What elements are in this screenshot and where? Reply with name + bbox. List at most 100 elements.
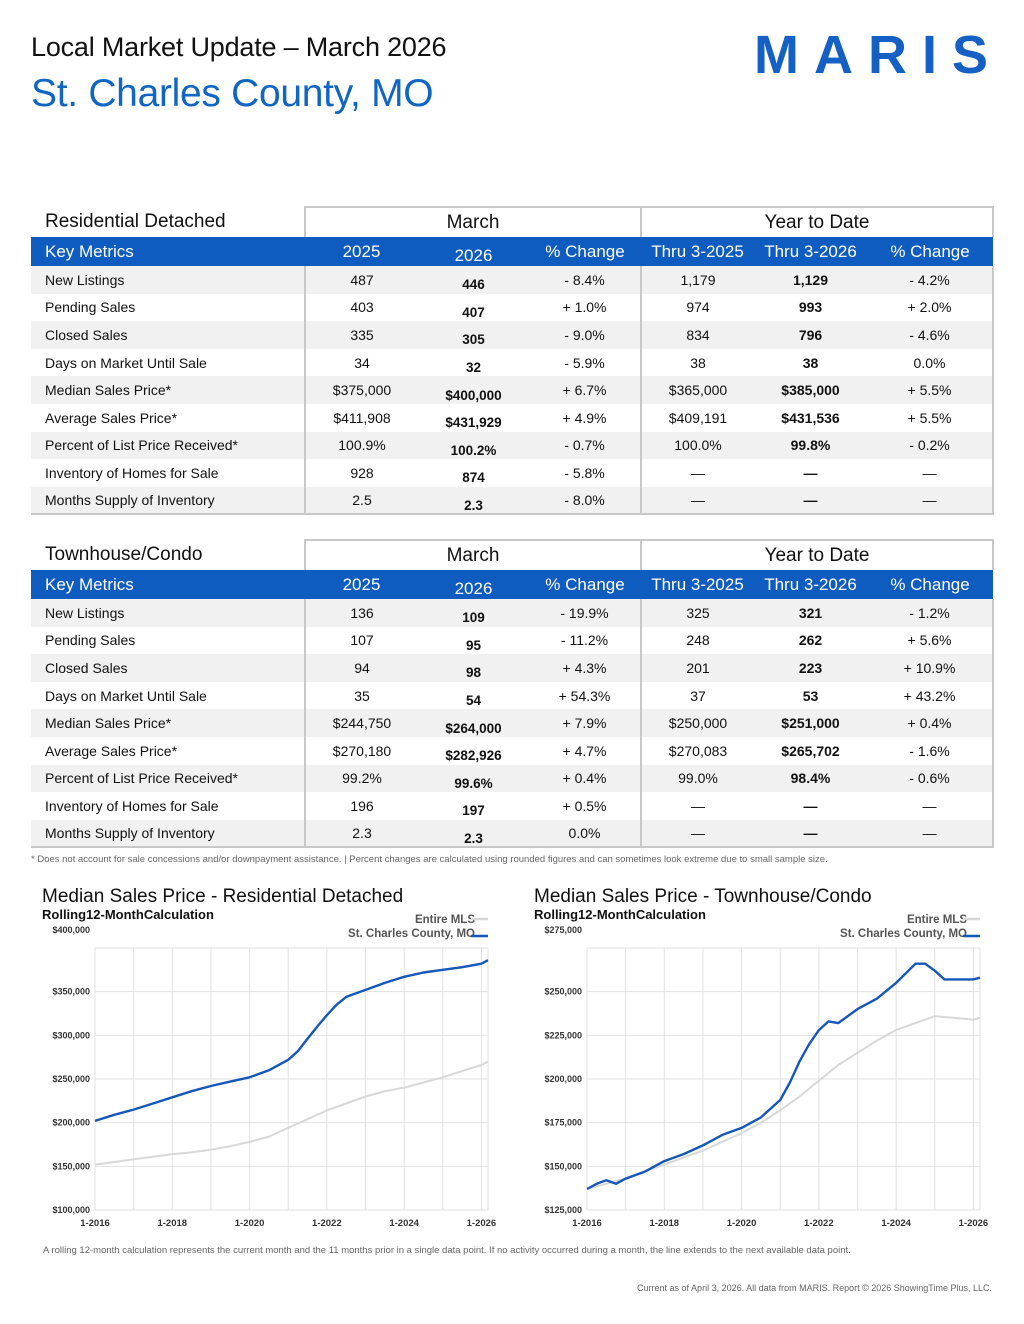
footnote: * Does not account for sale concessions …	[31, 854, 828, 865]
cell-m2025: 335	[304, 321, 418, 349]
cell-ychg: - 4.2%	[867, 266, 995, 294]
cell-y2026: —	[754, 819, 867, 849]
cell-y2026: 1,129	[754, 266, 867, 294]
cell-m2025: 487	[304, 266, 418, 294]
y-tick-label: $175,000	[544, 1118, 582, 1128]
cell-mchg: + 0.4%	[529, 764, 641, 793]
y-tick-label: $150,000	[544, 1161, 582, 1171]
cell-y2025: 201	[640, 654, 754, 682]
cell-y2025: $270,083	[640, 736, 754, 765]
cell-y2026: —	[754, 486, 867, 516]
cell-y2025: 834	[640, 321, 754, 349]
cell-y2025: 37	[640, 681, 754, 710]
cell-mchg: - 0.7%	[529, 431, 641, 460]
cell-m2026: 874	[462, 470, 485, 486]
x-tick-label: 1-2018	[649, 1218, 679, 1229]
cell-ychg: + 5.6%	[867, 626, 995, 655]
cell-m2026: 446	[418, 266, 529, 294]
x-tick-label: 1-2016	[80, 1218, 110, 1229]
cell-y2025: —	[640, 459, 754, 487]
cell-m2025: 94	[304, 654, 418, 682]
cell-ychg: - 0.6%	[867, 764, 995, 793]
y-tick-label: $150,000	[52, 1161, 90, 1171]
cell-m2025: 2.3	[304, 819, 418, 849]
cell-ychg: - 1.6%	[867, 736, 995, 765]
column-header: Key Metrics	[31, 570, 305, 599]
cell-mchg: - 11.2%	[560, 632, 609, 649]
cell-y2026: 223	[754, 654, 867, 682]
cell-m2025: 403	[304, 293, 418, 322]
column-header: Key Metrics	[31, 237, 305, 266]
cell-mchg: + 4.7%	[562, 742, 607, 759]
x-tick-label: 1-2018	[157, 1218, 187, 1229]
table-row: Pending Sales 107 95 - 11.2% 248 262 + 5.6%	[31, 626, 995, 655]
current-note: Current as of April 3, 2026. All data fr…	[637, 1283, 992, 1293]
month-group-header: March	[304, 206, 641, 237]
y-tick-label: $250,000	[544, 987, 582, 997]
cell-mchg: 0.0%	[529, 819, 641, 849]
cell-m2025: 107	[304, 626, 418, 655]
report-subtitle: Local Market Update – March 2026	[31, 32, 447, 62]
table-row: Average Sales Price* $270,180 $282,926 + 4.…	[31, 736, 995, 765]
cell-m2025: $270,180	[304, 736, 418, 765]
table-row: Percent of List Price Received* 99.2% 99.6…	[31, 764, 995, 793]
cell-ychg: - 4.6%	[867, 321, 995, 349]
townhouse-table: Townhouse/Condo March Year to Date Key Metr…	[31, 539, 995, 849]
y-tick-label: $275,000	[544, 925, 582, 935]
x-tick-label: 1-2016	[572, 1218, 602, 1229]
column-header: % Change	[867, 237, 994, 266]
cell-m2025: $411,908	[304, 403, 418, 432]
cell-ychg: —	[867, 486, 995, 516]
cell-y2026: 262	[798, 632, 823, 649]
cell-m2026: 99.6%	[418, 764, 529, 793]
cell-m2025: 34	[304, 348, 418, 377]
table-row: Pending Sales 403 407 + 1.0% 974 993 + 2.0%	[31, 293, 995, 322]
mls-series-line	[586, 1015, 981, 1190]
x-tick-label: 1-2022	[804, 1218, 834, 1229]
cell-m2025: 99.2%	[304, 764, 418, 793]
cell-m2026: 407	[462, 304, 485, 320]
cell-m2026: $431,929	[445, 415, 502, 431]
cell-m2025: 2.5	[304, 486, 418, 516]
cell-metric: Pending Sales	[45, 632, 136, 649]
cell-y2026: 321	[754, 599, 867, 627]
cell-y2025: 248	[640, 626, 754, 655]
chart-title: Median Sales Price - Residential Detache…	[42, 886, 404, 907]
y-tick-label: $225,000	[544, 1030, 582, 1040]
cell-y2026: 53	[802, 687, 819, 704]
cell-metric: Inventory of Homes for Sale	[45, 797, 219, 814]
x-tick-label: 1-2024	[389, 1218, 419, 1229]
cell-metric: Closed Sales	[31, 654, 305, 682]
cell-m2025: $375,000	[304, 376, 418, 404]
cell-metric: Days on Market Until Sale	[45, 687, 207, 704]
table-row: Days on Market Until Sale 35 54 + 54.3% 37 53…	[31, 681, 995, 710]
cell-ychg: - 1.2%	[867, 599, 995, 627]
cell-metric: Median Sales Price*	[31, 709, 305, 737]
cell-ychg: + 43.2%	[867, 681, 995, 710]
legend-county: St. Charles County, MO	[840, 928, 967, 940]
cell-m2025: 196	[304, 792, 418, 820]
column-header: % Change	[867, 570, 994, 599]
cell-metric: Average Sales Price*	[45, 409, 178, 426]
column-header: % Change	[529, 570, 641, 599]
cell-m2025: $244,750	[304, 709, 418, 737]
cell-m2026: $400,000	[418, 376, 529, 404]
cell-mchg: + 1.0%	[562, 299, 607, 316]
y-tick-label: $200,000	[544, 1074, 582, 1084]
cell-y2025: —	[640, 486, 754, 516]
cell-m2026: $264,000	[418, 709, 529, 737]
cell-metric: Average Sales Price*	[45, 742, 178, 759]
cell-y2026: 993	[798, 299, 823, 316]
cell-y2025: 325	[640, 599, 754, 627]
cell-mchg: - 5.9%	[564, 354, 605, 371]
table-row: New Listings 136 109- 19.9% 325 321- 1.2%	[31, 599, 995, 627]
x-tick-label: 1-2026	[467, 1218, 497, 1229]
chart-subtitle: Rolling12-MonthCalculation	[42, 907, 214, 922]
cell-y2025: 974	[640, 293, 754, 322]
table-row: Median Sales Price* $375,000 $400,000 + 6.7…	[31, 376, 995, 404]
cell-y2026: 99.8%	[754, 431, 867, 460]
y-tick-label: $250,000	[52, 1074, 90, 1084]
cell-metric: Inventory of Homes for Sale	[45, 464, 219, 481]
chart-subtitle: Rolling12-MonthCalculation	[534, 907, 706, 922]
cell-mchg: + 54.3%	[558, 687, 611, 704]
